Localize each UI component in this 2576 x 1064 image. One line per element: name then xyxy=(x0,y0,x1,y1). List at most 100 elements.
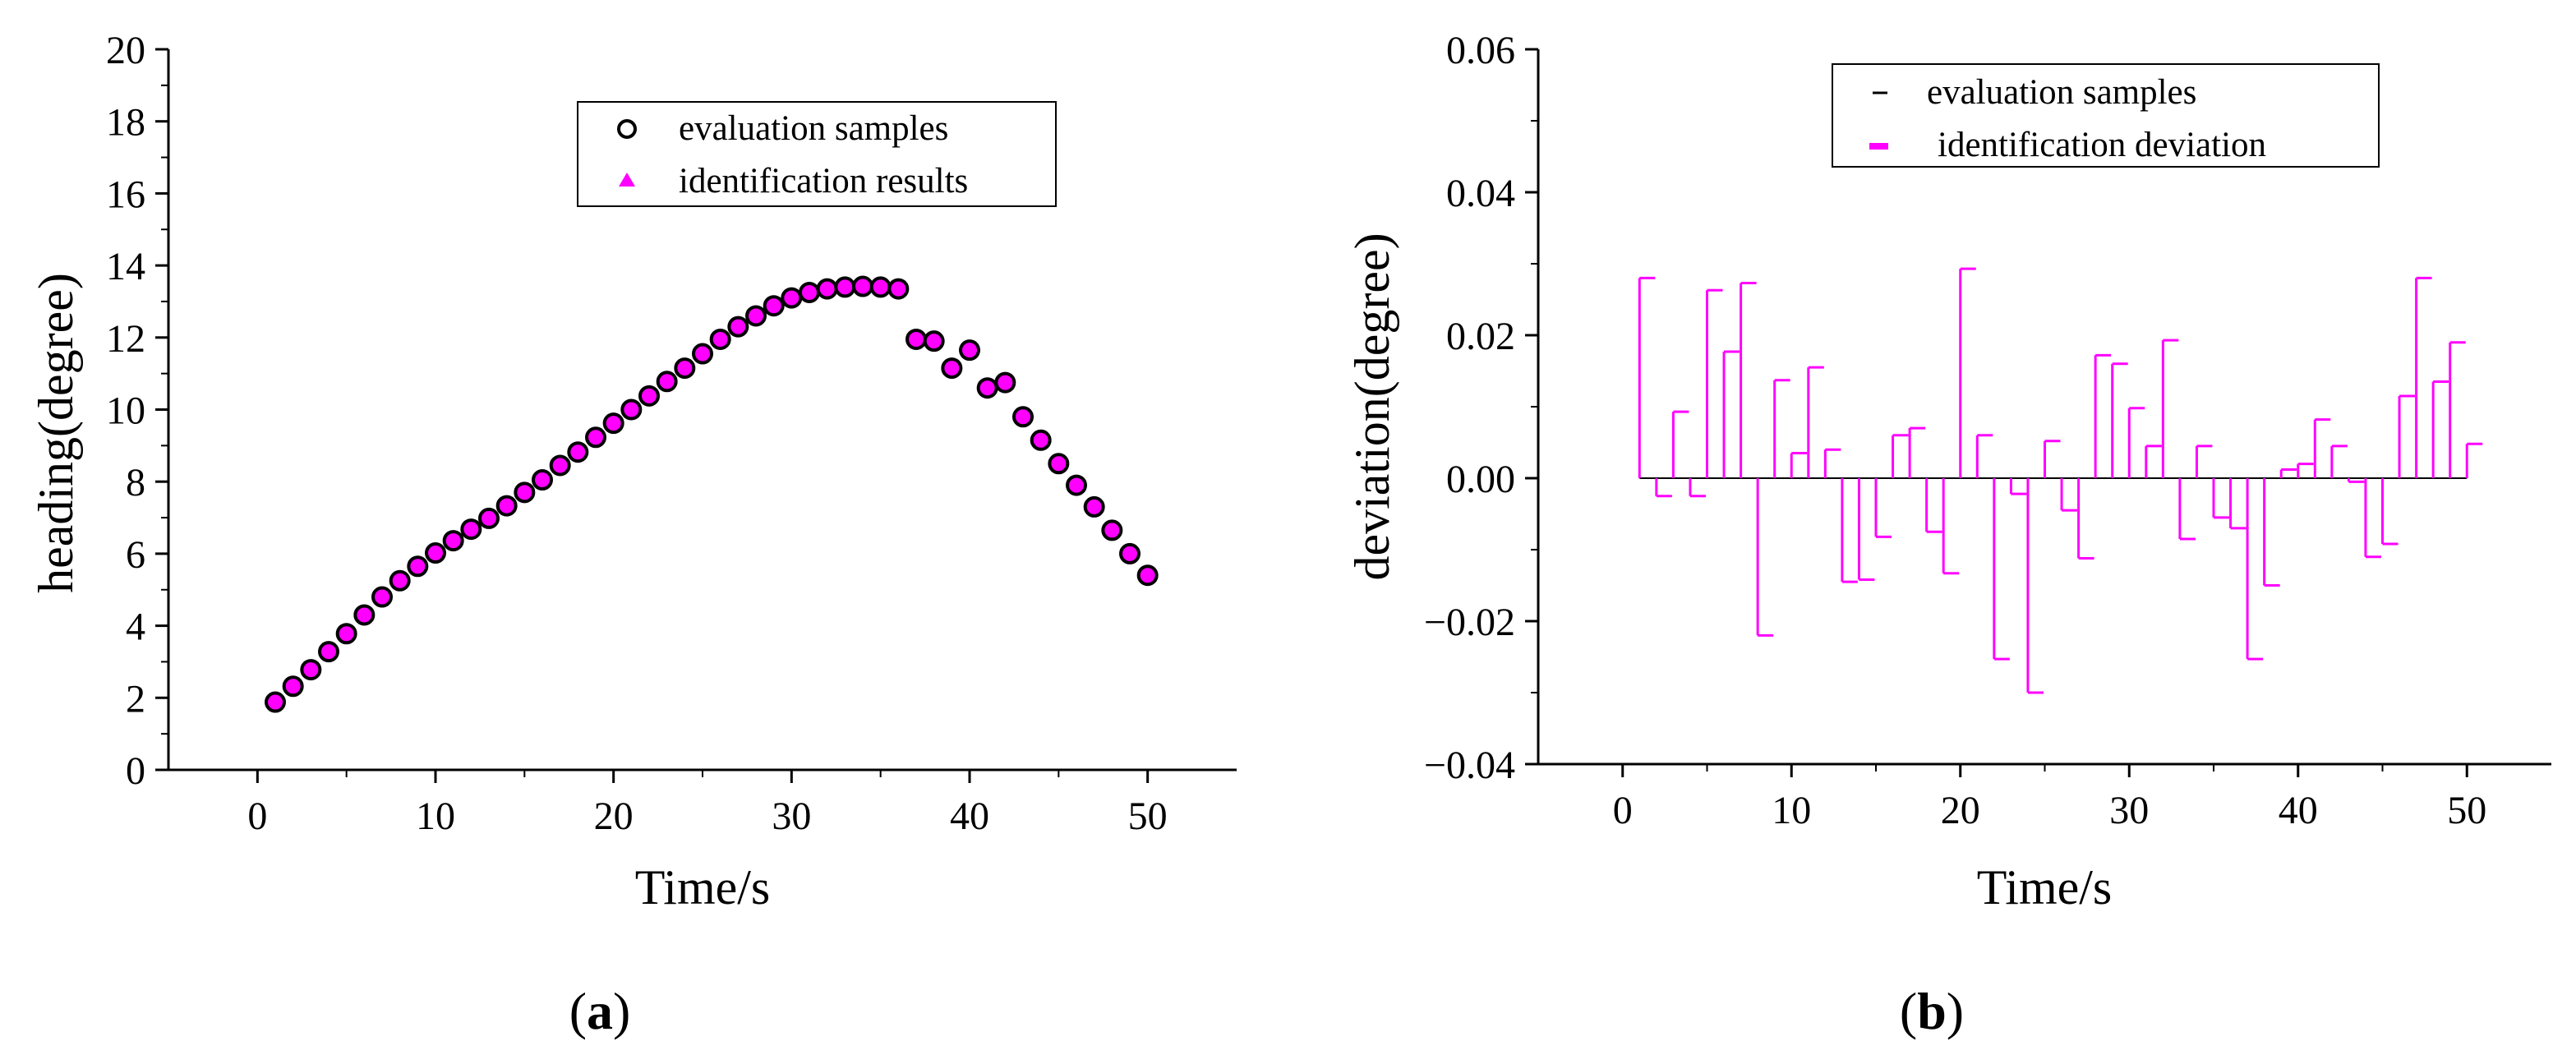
panel-a-legend-box xyxy=(577,101,1057,207)
identification-result-point xyxy=(518,486,531,497)
panel-a-y-tick-label: 18 xyxy=(106,101,145,145)
panel-b-x-tick-label: 0 xyxy=(1613,789,1633,832)
legend-evaluation-samples-marker xyxy=(617,119,637,139)
panel-b-y-tick-label: 0.04 xyxy=(1446,172,1515,215)
identification-result-point xyxy=(786,292,798,302)
legend-identification-deviation-label: identification deviation xyxy=(1938,126,2266,164)
identification-result-point xyxy=(839,281,851,292)
identification-result-point xyxy=(874,281,887,292)
panel-a-label-close: ) xyxy=(613,982,630,1040)
identification-result-point xyxy=(430,547,441,558)
panel-a-y-axis-title: heading(degree) xyxy=(29,273,83,593)
panel-b-y-tick-labels: −0.04 −0.02 0.00 0.02 0.04 0.06 xyxy=(1424,29,1515,787)
panel-b-x-axis-title: Time/s xyxy=(1977,860,2113,914)
identification-result-point xyxy=(590,431,601,442)
identification-result-point xyxy=(465,523,477,534)
identification-result-point xyxy=(964,344,975,355)
panel-b-x-tick-label: 20 xyxy=(1941,789,1980,832)
identification-result-point xyxy=(643,389,655,400)
panel-a-y-tick-labels: 0 2 4 6 8 10 12 14 16 18 20 xyxy=(106,29,145,793)
identification-result-point xyxy=(537,474,548,485)
identification-result-point xyxy=(572,446,584,457)
panel-a-label: (a) xyxy=(569,982,631,1040)
panel-b-y-tick-label: 0.00 xyxy=(1446,458,1515,501)
panel-a-x-tick-label: 50 xyxy=(1128,795,1168,838)
identification-result-point xyxy=(447,535,459,546)
identification-result-point xyxy=(679,362,691,373)
panel-a-y-tick-label: 12 xyxy=(106,317,145,361)
panel-a-x-tick-label: 40 xyxy=(950,795,989,838)
panel-a-x-tick-label: 0 xyxy=(247,795,267,838)
panel-b-y-axis-title: deviation(degree) xyxy=(1345,233,1399,580)
panel-a-label-letter: a xyxy=(587,982,613,1040)
panel-a-x-tick-label: 10 xyxy=(416,795,455,838)
identification-result-point xyxy=(554,459,566,470)
panel-b-y-tick-label: 0.06 xyxy=(1446,29,1515,72)
panel-a-y-tick-label: 2 xyxy=(126,677,145,721)
panel-a-y-tick-label: 10 xyxy=(106,389,145,433)
identification-result-point xyxy=(1124,547,1136,558)
identification-result-point xyxy=(946,362,958,373)
panel-b-label-close: ) xyxy=(1947,982,1964,1040)
identification-result-point xyxy=(857,280,869,291)
panel-b-x-tick-label: 10 xyxy=(1772,789,1811,832)
panel-b-deviation-bars xyxy=(1638,267,2483,694)
identification-result-point xyxy=(500,500,513,510)
identification-result-point xyxy=(1017,411,1029,421)
panel-a-x-tick-labels: 0 10 20 30 40 50 xyxy=(247,795,1167,838)
chart-panel-a: 0 10 20 30 40 50 0 2 4 6 8 10 12 14 16 18 20 Time/s hea… xyxy=(29,29,1237,1040)
identification-result-point xyxy=(323,646,334,656)
identification-result-point xyxy=(483,512,495,523)
panel-a-y-tick-label: 8 xyxy=(126,461,145,504)
identification-result-point xyxy=(697,348,708,358)
panel-b-y-tick-label: −0.02 xyxy=(1424,601,1515,644)
panel-b-x-tick-label: 30 xyxy=(2109,789,2149,832)
chart-panel-b: 0 10 20 30 40 50 −0.04 −0.02 0.00 0.02 0.04 0.06 T… xyxy=(1345,29,2551,1040)
panel-a-y-tick-label: 20 xyxy=(106,29,145,72)
identification-result-point xyxy=(1106,524,1118,535)
panel-a-x-axis-title: Time/s xyxy=(635,860,771,914)
identification-result-point xyxy=(305,664,317,675)
identification-result-point xyxy=(714,333,726,343)
panel-b-x-tick-label: 40 xyxy=(2279,789,2318,832)
identification-result-point xyxy=(821,283,833,293)
identification-result-point xyxy=(625,403,638,414)
legend-identification-results-label: identification results xyxy=(679,162,968,200)
panel-b-y-tick-label: −0.04 xyxy=(1424,744,1515,787)
panel-a-y-tick-label: 14 xyxy=(106,245,145,288)
panel-b-ticks xyxy=(1525,48,2468,777)
panel-b-x-tick-label: 50 xyxy=(2447,789,2486,832)
panel-b-x-tick-labels: 0 10 20 30 40 50 xyxy=(1613,789,2487,832)
legend-evaluation-samples-b-label: evaluation samples xyxy=(1927,73,2196,112)
identification-result-point xyxy=(340,628,353,638)
identification-result-point xyxy=(767,300,780,311)
identification-result-point xyxy=(1071,479,1082,490)
panel-a-y-tick-label: 4 xyxy=(126,606,145,649)
legend-identification-results-marker xyxy=(619,173,635,187)
panel-b-label-open: ( xyxy=(1900,982,1917,1040)
identification-result-point xyxy=(910,333,922,343)
identification-result-point xyxy=(1088,500,1100,511)
panel-b-label: (b) xyxy=(1900,982,1964,1040)
identification-result-point xyxy=(394,574,406,585)
panel-a-label-open: ( xyxy=(569,982,587,1040)
identification-result-point xyxy=(1141,569,1154,580)
panel-b-y-tick-label: 0.02 xyxy=(1446,315,1515,358)
panel-b-label-letter: b xyxy=(1917,982,1947,1040)
identification-result-point xyxy=(892,283,905,293)
identification-result-point xyxy=(928,335,940,346)
panel-a-y-tick-label: 6 xyxy=(126,533,145,577)
panel-a-y-tick-label: 16 xyxy=(106,173,145,216)
panel-b-legend-box xyxy=(1832,63,2380,168)
identification-result-point xyxy=(999,376,1012,387)
identification-result-point xyxy=(607,417,620,428)
panel-a-legend: evaluation samples identification result… xyxy=(577,101,1057,207)
identification-result-point xyxy=(376,591,388,601)
identification-result-point xyxy=(1053,458,1065,468)
identification-result-point xyxy=(287,680,299,691)
identification-result-point xyxy=(804,286,815,297)
identification-result-point xyxy=(1035,434,1047,444)
identification-result-point xyxy=(981,382,993,393)
identification-result-point xyxy=(661,375,673,386)
